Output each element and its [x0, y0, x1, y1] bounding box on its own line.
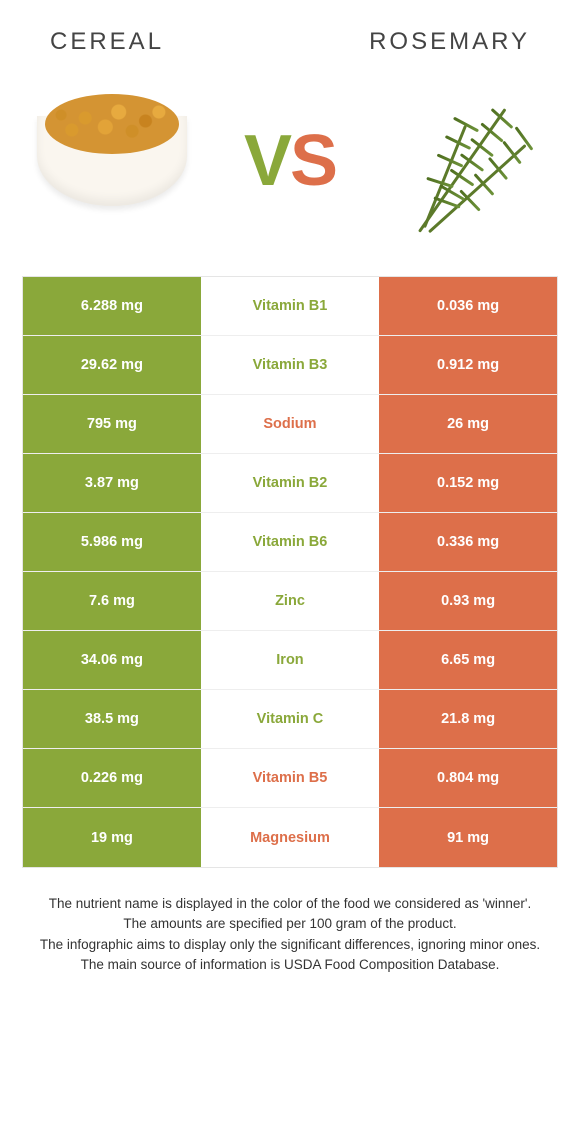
nutrient-label: Magnesium — [201, 808, 379, 867]
nutrient-label: Zinc — [201, 572, 379, 630]
nutrient-label: Vitamin C — [201, 690, 379, 748]
right-value: 21.8 mg — [379, 690, 557, 748]
right-value: 0.036 mg — [379, 277, 557, 335]
right-value: 0.804 mg — [379, 749, 557, 807]
footer-line: The infographic aims to display only the… — [30, 935, 550, 955]
table-row: 795 mgSodium26 mg — [23, 395, 557, 454]
nutrient-label: Vitamin B3 — [201, 336, 379, 394]
nutrient-label: Vitamin B5 — [201, 749, 379, 807]
left-value: 38.5 mg — [23, 690, 201, 748]
right-value: 6.65 mg — [379, 631, 557, 689]
vs-v: V — [244, 120, 290, 202]
footer-line: The nutrient name is displayed in the co… — [30, 894, 550, 914]
left-value: 6.288 mg — [23, 277, 201, 335]
nutrient-label: Vitamin B1 — [201, 277, 379, 335]
nutrient-label: Iron — [201, 631, 379, 689]
right-value: 91 mg — [379, 808, 557, 867]
left-value: 19 mg — [23, 808, 201, 867]
header: CEREAL ROSEMARY — [0, 0, 580, 66]
table-row: 3.87 mgVitamin B20.152 mg — [23, 454, 557, 513]
title-right: ROSEMARY — [369, 28, 530, 56]
table-row: 29.62 mgVitamin B30.912 mg — [23, 336, 557, 395]
footer-line: The amounts are specified per 100 gram o… — [30, 914, 550, 934]
left-value: 0.226 mg — [23, 749, 201, 807]
right-value: 0.152 mg — [379, 454, 557, 512]
right-value: 0.912 mg — [379, 336, 557, 394]
cereal-image — [22, 81, 202, 241]
left-value: 29.62 mg — [23, 336, 201, 394]
nutrient-label: Sodium — [201, 395, 379, 453]
table-row: 5.986 mgVitamin B60.336 mg — [23, 513, 557, 572]
left-value: 3.87 mg — [23, 454, 201, 512]
vs-label: V S — [244, 120, 336, 202]
right-value: 0.93 mg — [379, 572, 557, 630]
title-left: CEREAL — [50, 28, 164, 56]
left-value: 5.986 mg — [23, 513, 201, 571]
rosemary-sprig-icon — [378, 81, 558, 241]
right-value: 0.336 mg — [379, 513, 557, 571]
table-row: 7.6 mgZinc0.93 mg — [23, 572, 557, 631]
nutrient-label: Vitamin B2 — [201, 454, 379, 512]
footer-line: The main source of information is USDA F… — [30, 955, 550, 975]
table-row: 6.288 mgVitamin B10.036 mg — [23, 277, 557, 336]
hero: V S — [0, 66, 580, 276]
left-value: 7.6 mg — [23, 572, 201, 630]
left-value: 795 mg — [23, 395, 201, 453]
comparison-table: 6.288 mgVitamin B10.036 mg29.62 mgVitami… — [22, 276, 558, 868]
left-value: 34.06 mg — [23, 631, 201, 689]
nutrient-label: Vitamin B6 — [201, 513, 379, 571]
vs-s: S — [290, 120, 336, 202]
rosemary-image — [378, 81, 558, 241]
table-row: 34.06 mgIron6.65 mg — [23, 631, 557, 690]
cereal-bowl-icon — [37, 116, 187, 206]
table-row: 38.5 mgVitamin C21.8 mg — [23, 690, 557, 749]
footer-notes: The nutrient name is displayed in the co… — [30, 894, 550, 975]
table-row: 19 mgMagnesium91 mg — [23, 808, 557, 867]
right-value: 26 mg — [379, 395, 557, 453]
table-row: 0.226 mgVitamin B50.804 mg — [23, 749, 557, 808]
